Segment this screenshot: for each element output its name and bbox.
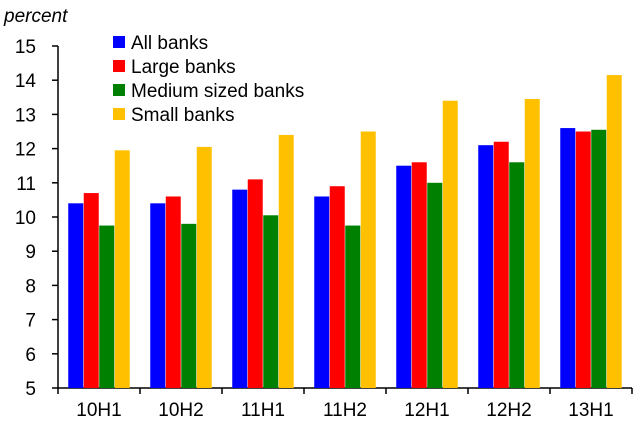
legend-label: Small banks <box>131 105 235 126</box>
bar-medium-sized-banks <box>181 223 197 388</box>
y-unit-label: percent <box>3 6 68 27</box>
legend-swatch <box>113 108 125 120</box>
bar-medium-sized-banks <box>509 162 525 388</box>
bar-small-banks <box>606 75 622 388</box>
y-tick-label: 15 <box>15 37 36 58</box>
bar-large-banks <box>411 162 427 388</box>
bar-small-banks <box>442 100 458 388</box>
x-tick-label: 10H1 <box>76 400 121 421</box>
bars <box>68 75 622 389</box>
x-tick-label: 10H2 <box>158 400 203 421</box>
y-tick-label: 13 <box>15 105 36 126</box>
bar-medium-sized-banks <box>591 129 607 389</box>
bar-large-banks <box>165 196 181 388</box>
legend: All banks Large banks Medium sized banks Sm… <box>113 33 304 126</box>
y-tick-label: 7 <box>25 311 36 332</box>
y-tick-label: 14 <box>15 71 37 92</box>
legend-swatch <box>113 36 125 48</box>
y-tick-label: 5 <box>25 379 36 400</box>
y-tick-label: 10 <box>15 208 36 229</box>
x-tick-label: 13H1 <box>568 400 613 421</box>
legend-swatch <box>113 60 125 72</box>
bar-all-banks <box>150 203 166 388</box>
legend-label: Medium sized banks <box>131 81 304 102</box>
y-tick-label: 9 <box>25 242 36 263</box>
y-tick-label: 8 <box>25 276 36 297</box>
y-tick-label: 11 <box>16 174 36 195</box>
bar-medium-sized-banks <box>427 182 443 388</box>
bar-medium-sized-banks <box>263 215 279 388</box>
bar-small-banks <box>360 131 376 388</box>
y-tick-label: 12 <box>15 140 36 161</box>
bar-all-banks <box>232 189 248 388</box>
bar-all-banks <box>314 196 330 388</box>
bar-large-banks <box>575 131 591 388</box>
legend-label: Large banks <box>131 57 236 78</box>
y-tick-label: 6 <box>25 345 36 366</box>
bar-small-banks <box>278 134 294 388</box>
bar-large-banks <box>247 179 263 388</box>
bar-medium-sized-banks <box>345 225 361 388</box>
bar-medium-sized-banks <box>99 225 115 388</box>
bar-all-banks <box>478 145 494 388</box>
x-tick-label: 11H2 <box>323 400 367 421</box>
bar-all-banks <box>560 128 576 388</box>
x-tick-label: 12H2 <box>486 400 531 421</box>
bar-small-banks <box>524 99 540 388</box>
bar-small-banks <box>114 150 130 388</box>
x-tick-label: 11H1 <box>241 400 285 421</box>
y-axis: 5 6 7 8 9 10 11 12 13 14 15 <box>15 37 59 400</box>
bar-all-banks <box>68 203 84 388</box>
legend-label: All banks <box>131 33 208 54</box>
bar-small-banks <box>196 146 212 388</box>
bar-all-banks <box>396 165 412 388</box>
bar-large-banks <box>83 193 99 388</box>
x-axis: 10H1 10H2 11H1 11H2 12H1 12H2 13H1 <box>57 387 633 421</box>
bar-large-banks <box>493 141 509 388</box>
legend-swatch <box>113 84 125 96</box>
bar-large-banks <box>329 186 345 388</box>
x-tick-label: 12H1 <box>404 400 449 421</box>
